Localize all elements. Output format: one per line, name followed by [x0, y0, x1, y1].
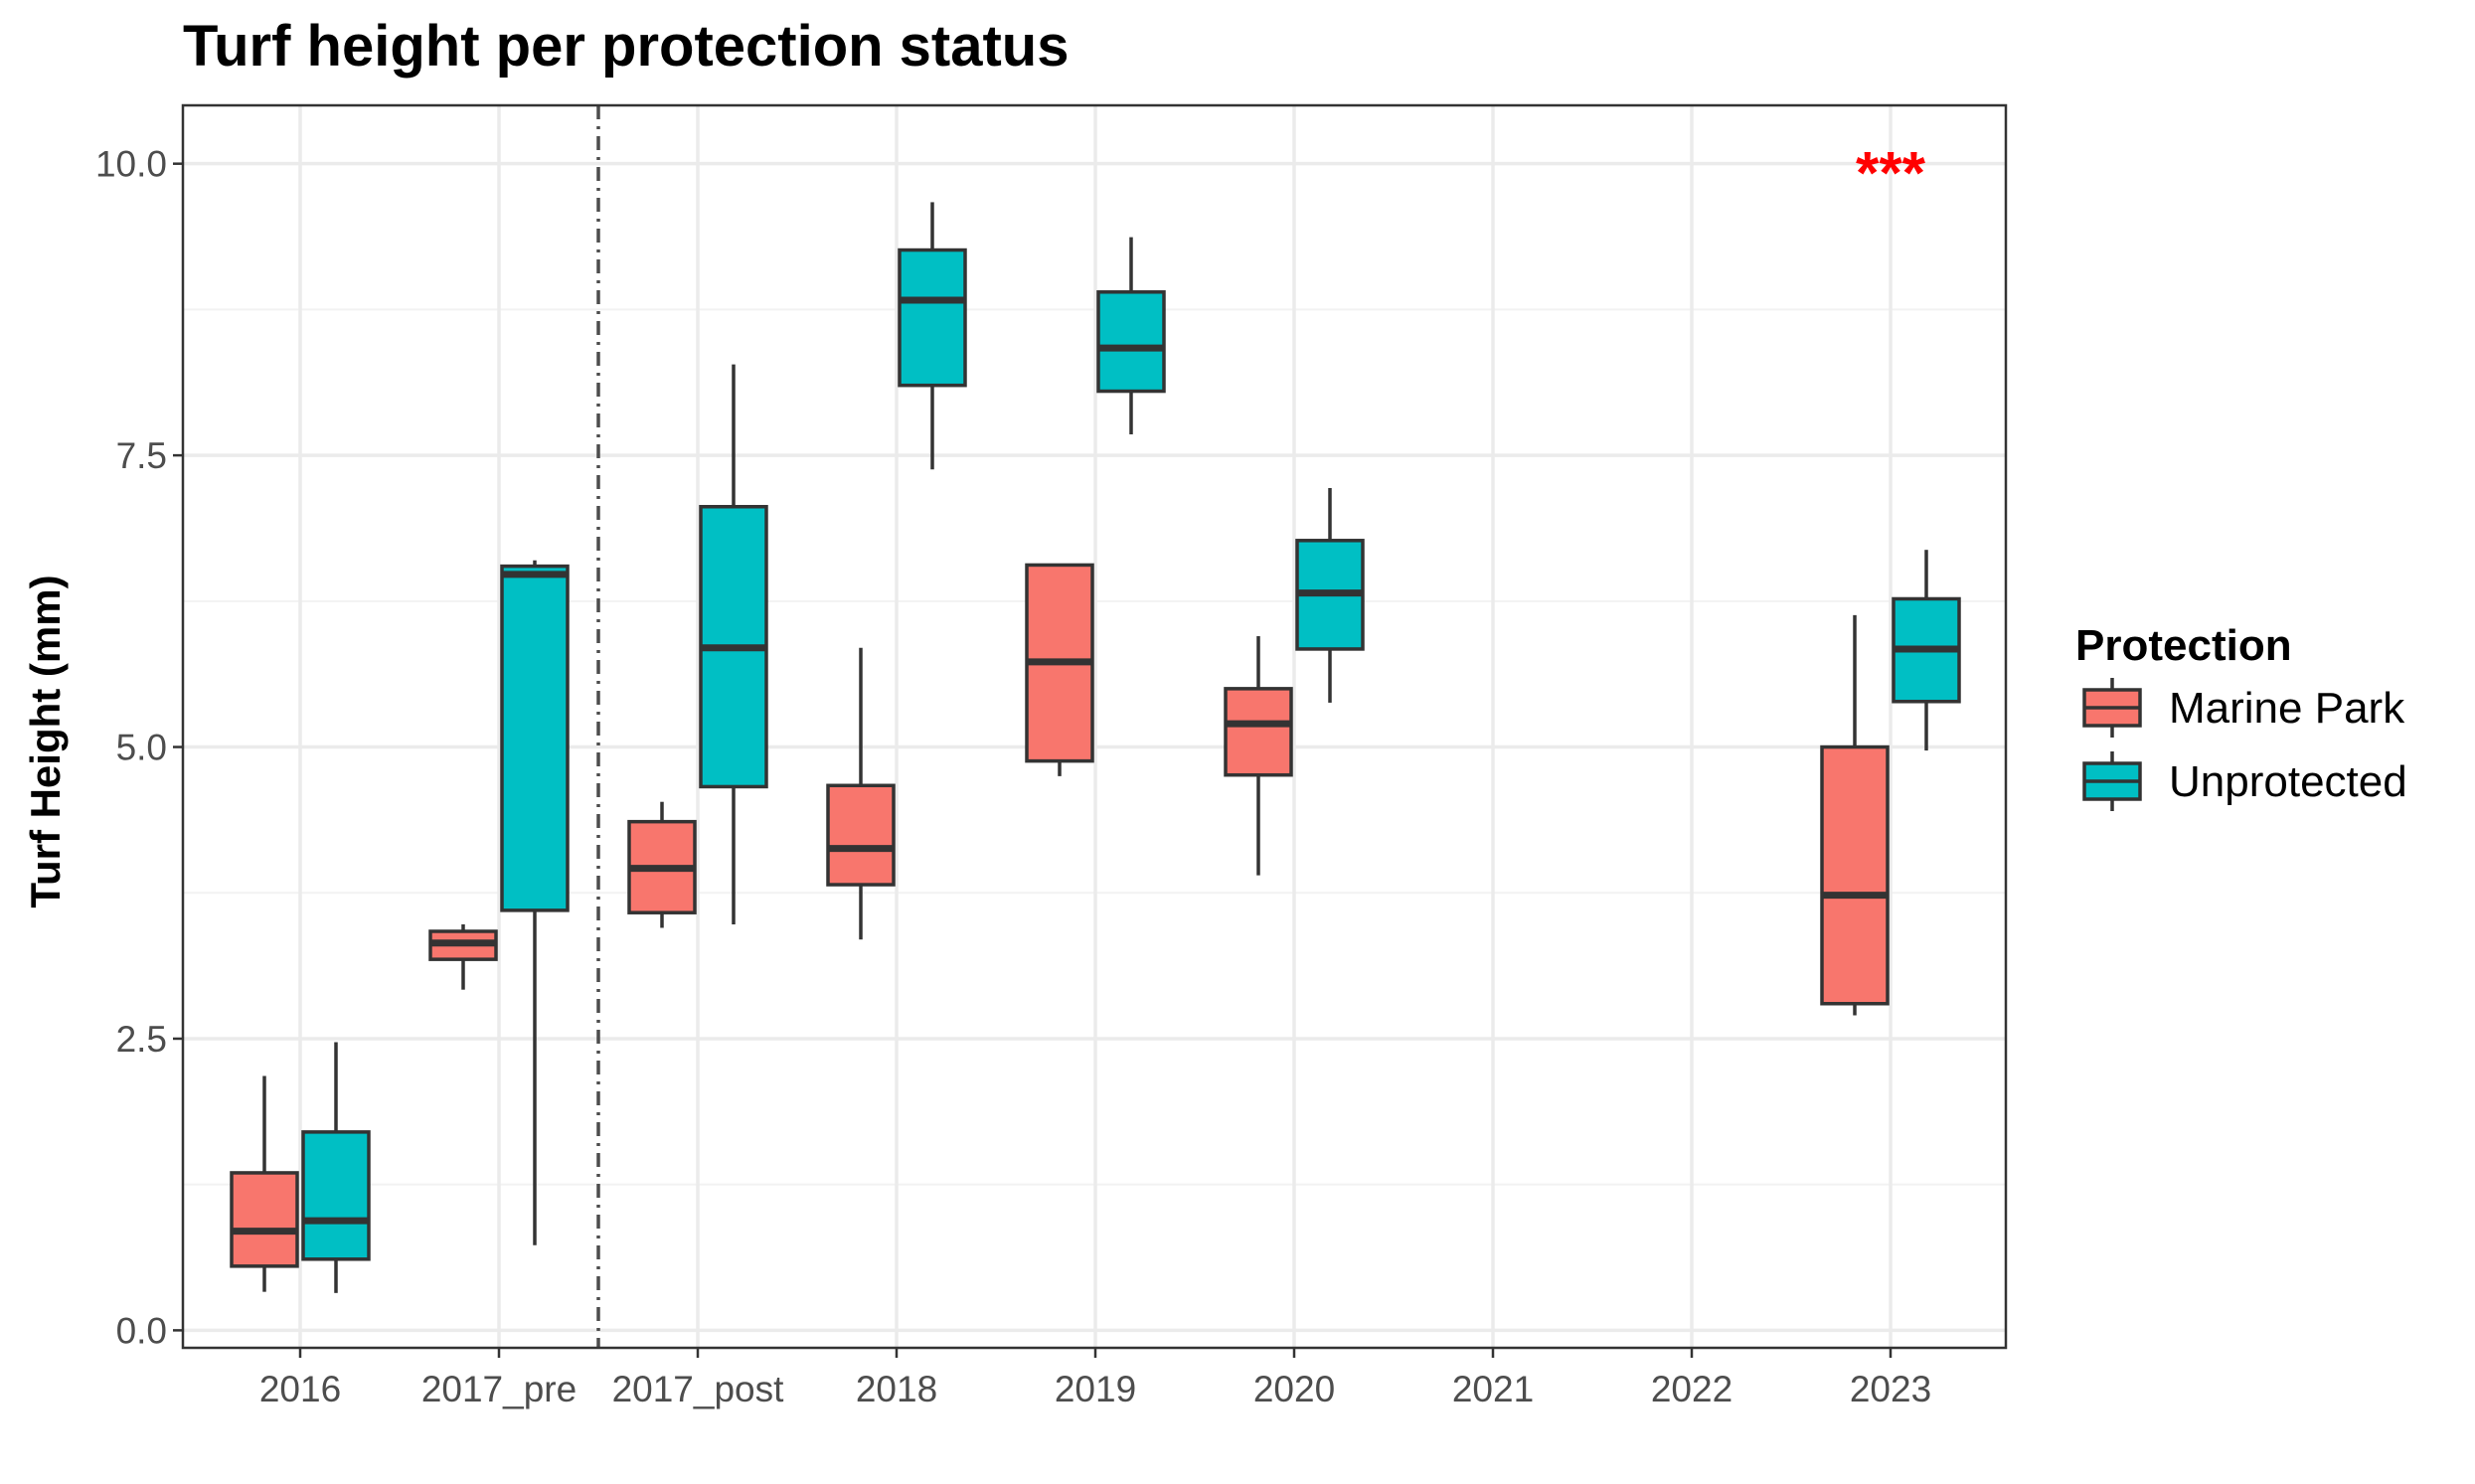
legend-title: Protection: [2075, 621, 2292, 670]
box-marine-park-2020: [1224, 636, 1293, 876]
box-body: [1224, 687, 1293, 777]
box-unprotected-2016: [301, 1042, 371, 1293]
panel-border: [181, 103, 2008, 1350]
y-tick-label: 5.0: [116, 728, 167, 768]
x-tick-label: 2020: [1253, 1369, 1335, 1409]
box-unprotected-2020: [1295, 487, 1365, 703]
x-tick-label: 2022: [1651, 1369, 1732, 1409]
chart-title: Turf height per protection status: [183, 14, 1070, 79]
x-tick-label: 2016: [259, 1369, 341, 1409]
box-body: [230, 1171, 299, 1268]
box-unprotected-2023: [1892, 550, 1961, 751]
box-marine-park-2017_pre: [428, 923, 498, 990]
x-tick-label: 2021: [1452, 1369, 1534, 1409]
box-body: [1820, 744, 1890, 1006]
box-body: [1096, 290, 1166, 394]
box-marine-park-2016: [230, 1075, 299, 1292]
x-tick-label: 2023: [1850, 1369, 1931, 1409]
legend-key-unprotected: [2082, 751, 2142, 811]
y-tick-label: 0.0: [116, 1310, 167, 1351]
box-unprotected-2017_pre: [500, 560, 570, 1245]
x-tick-label: 2019: [1055, 1369, 1136, 1409]
box-unprotected-2017_post: [699, 364, 768, 924]
x-tick-label: 2017_pre: [421, 1369, 577, 1409]
box-body: [826, 783, 896, 887]
y-tick-label: 7.5: [116, 435, 167, 476]
box-marine-park-2019: [1025, 563, 1094, 776]
y-tick-label: 10.0: [95, 144, 167, 185]
y-tick-label: 2.5: [116, 1019, 167, 1060]
box-marine-park-2023: [1820, 614, 1890, 1016]
box-marine-park-2018: [826, 647, 896, 940]
box-body: [301, 1130, 371, 1261]
legend-key-marine-park: [2082, 678, 2142, 738]
legend-label: Marine Park: [2169, 684, 2405, 733]
legend-label: Unprotected: [2169, 757, 2407, 806]
y-axis-label: Turf Height (mm): [22, 575, 69, 907]
box-marine-park-2017_post: [627, 801, 697, 928]
legend: Protection Marine Park Unprotected: [2075, 621, 2407, 811]
x-tick-label: 2018: [856, 1369, 937, 1409]
significance-annotation: ***: [1856, 140, 1926, 207]
box-unprotected-2018: [898, 202, 967, 470]
box-body: [500, 564, 570, 912]
box-body: [898, 247, 967, 388]
box-unprotected-2019: [1096, 237, 1166, 434]
plot-area: 0.0 2.5 5.0 7.5 10.0 2016 2017_pre 2017_post 201…: [95, 103, 2008, 1409]
x-tick-label: 2017_post: [612, 1369, 785, 1409]
